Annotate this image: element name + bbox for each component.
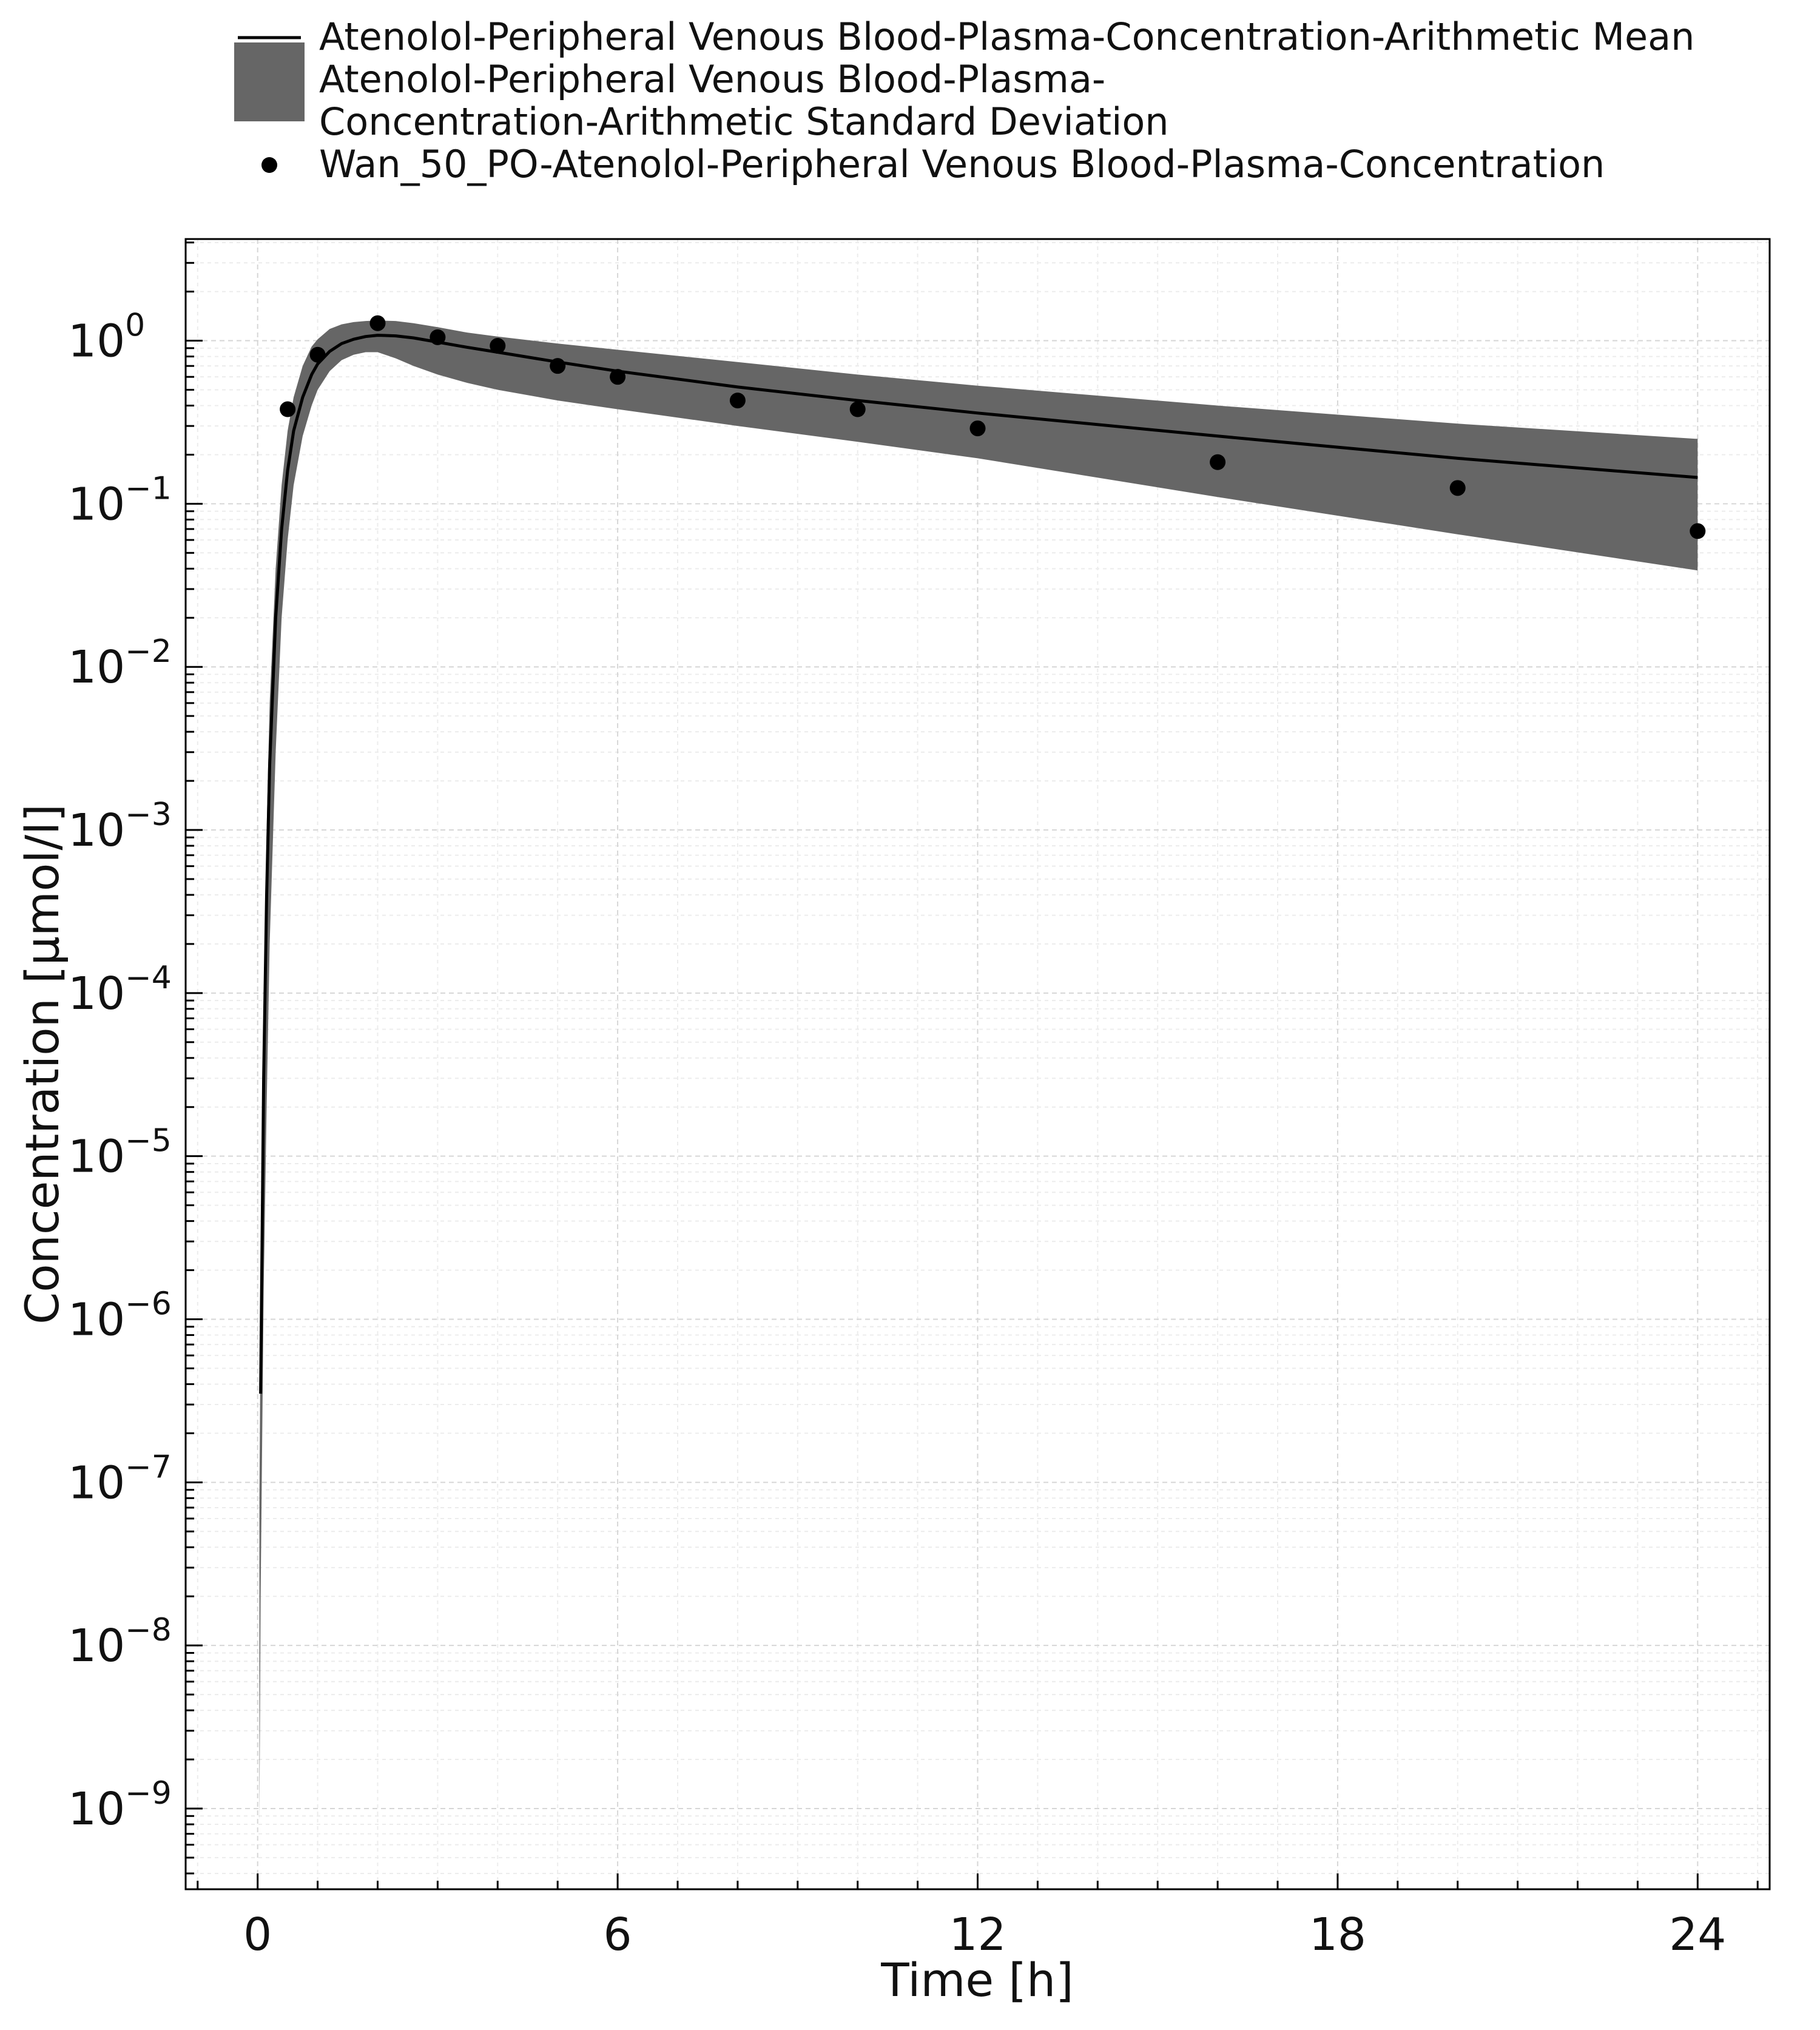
observed-point [969,420,986,437]
observed-point [1449,480,1466,496]
observed-point [490,338,506,354]
x-tick-label: 18 [1309,1909,1366,1961]
x-axis-label: Time [h] [880,1953,1074,2007]
legend-band-swatch [234,42,305,121]
observed-point [610,369,626,385]
observed-point [1210,454,1226,470]
y-tick-label: 10−3 [68,797,172,857]
legend-marker-swatch [261,157,277,173]
y-tick-label: 10−5 [68,1123,172,1183]
plot-area [184,238,1771,1890]
y-tick-label: 10−9 [68,1775,172,1835]
grid-minor [186,239,1770,1889]
observed-point [550,358,566,374]
y-tick-label: 10−1 [68,470,172,530]
y-tick-label: 10−8 [68,1612,172,1672]
y-tick-label: 100 [68,308,145,368]
legend-entry-label: Atenolol-Peripheral Venous Blood-Plasma- [319,57,1105,101]
legend-entry-label: Wan_50_PO-Atenolol-Peripheral Venous Blo… [319,142,1605,186]
observed-point [729,393,746,409]
x-axis: 0 6 12 18 24 [197,1873,1759,1961]
y-tick-label: 10−4 [68,960,172,1020]
x-tick-label: 24 [1669,1909,1726,1961]
x-tick-label: 6 [604,1909,632,1961]
legend-entry-label: Atenolol-Peripheral Venous Blood-Plasma-… [319,15,1694,59]
legend-entry-label: Concentration-Arithmetic Standard Deviat… [319,99,1169,144]
x-tick-label: 12 [949,1909,1006,1961]
mean-line [259,334,1698,1394]
y-axis-label: Concentration [µmol/l] [15,804,69,1324]
observed-point [1690,523,1706,539]
y-tick-label: 10−2 [68,633,172,693]
x-tick-label: 0 [243,1909,272,1961]
observed-point [309,346,326,363]
y-tick-label: 10−7 [68,1449,172,1509]
sd-band [259,320,1698,1824]
y-tick-label: 10−6 [68,1286,172,1346]
observed-point [369,315,386,331]
observed-point [280,401,296,417]
y-axis: 100 10−1 10−2 10−3 10−4 10−5 10−6 10−7 10−8 10−9 [68,241,203,1875]
series-layer [259,315,1706,1824]
legend: Atenolol-Peripheral Venous Blood-Plasma-… [234,15,1694,186]
observed-point [430,329,446,345]
observed-point [849,401,866,417]
grid-major [186,239,1770,1889]
